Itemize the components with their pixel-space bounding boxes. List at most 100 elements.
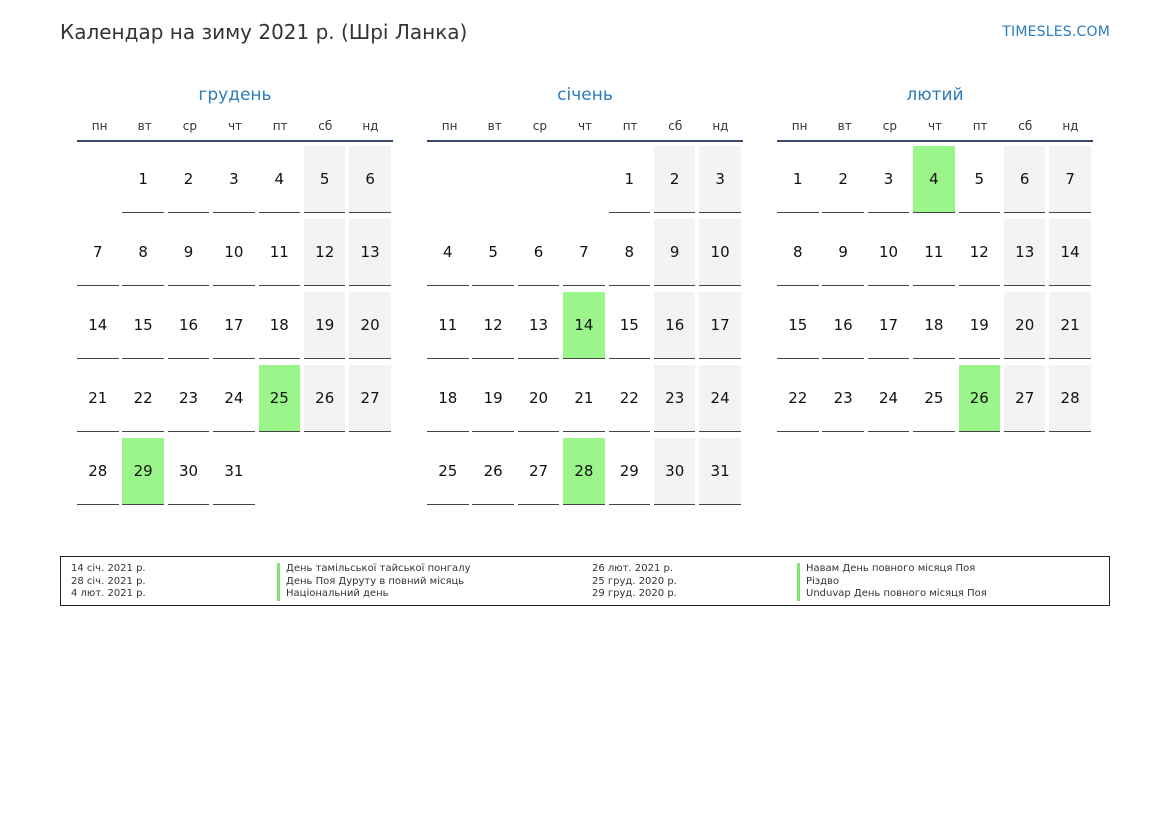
day-cell: 24 [867, 365, 910, 432]
day-cell: 21 [77, 365, 119, 432]
day-cell: 16 [653, 292, 696, 359]
day-cell: 16 [167, 292, 210, 359]
holiday-legend: 14 січ. 2021 р. 28 січ. 2021 р. 4 лют. 2… [60, 556, 1110, 606]
weekday-label: сб [318, 119, 333, 133]
legend-names-right: Навам День повного місяця Поя Різдво Und… [797, 563, 987, 601]
day-cell: 20 [517, 365, 560, 432]
day-cell: 15 [777, 292, 819, 359]
weekday-label: пт [972, 119, 988, 133]
day-cell: 14 [1049, 219, 1091, 286]
day-cell: 26 [303, 365, 346, 432]
site-link[interactable]: TIMESLES.COM [1002, 24, 1110, 40]
day-cell: 13 [517, 292, 560, 359]
day-cell: 17 [213, 292, 255, 359]
day-cell-holiday: 28 [563, 438, 605, 505]
day-cell: 13 [1003, 219, 1046, 286]
day-cell: 29 [608, 438, 651, 505]
legend-date: 25 груд. 2020 р. [592, 575, 677, 587]
day-cell: 6 [349, 146, 391, 213]
legend-date: 29 груд. 2020 р. [592, 588, 677, 599]
weekday-label: ср [882, 119, 897, 133]
weekday-label: ср [532, 119, 547, 133]
weekday-label: нд [362, 119, 379, 133]
weekday-label: пт [272, 119, 288, 133]
weekday-label: пн [791, 119, 808, 133]
weekday-label: сб [1018, 119, 1033, 133]
day-cell: 19 [303, 292, 346, 359]
weekday-label: пн [441, 119, 458, 133]
day-cell: 18 [427, 365, 469, 432]
day-cell-empty [427, 146, 469, 213]
day-cell: 9 [653, 219, 696, 286]
legend-date: 28 січ. 2021 р. [71, 575, 146, 587]
weekday-label: вт [137, 119, 152, 133]
month-title: січень [557, 85, 613, 105]
day-cell: 21 [563, 365, 605, 432]
legend-dates-right: 26 лют. 2021 р. 25 груд. 2020 р. 29 груд… [592, 563, 677, 601]
day-cell: 25 [427, 438, 469, 505]
weekday-header: пн вт ср чт пт сб нд [777, 118, 1093, 142]
day-grid: 1 2 3 4 5 6 7 8 9 10 11 12 13 14 15 16 17 18 19 20 21 22 23 24 2… [427, 146, 743, 511]
day-cell: 14 [77, 292, 119, 359]
day-cell: 24 [699, 365, 741, 432]
day-cell: 11 [258, 219, 301, 286]
day-cell: 27 [1003, 365, 1046, 432]
day-cell: 23 [653, 365, 696, 432]
day-cell: 28 [1049, 365, 1091, 432]
day-cell: 10 [867, 219, 910, 286]
day-cell: 12 [958, 219, 1001, 286]
month-december: грудень пн вт ср чт пт сб нд 1 2 3 4 5 6 7 8 9 10 11 12 13… [77, 84, 393, 511]
weekday-label: пт [622, 119, 638, 133]
day-cell: 2 [653, 146, 696, 213]
day-cell-holiday: 14 [563, 292, 605, 359]
day-cell: 16 [822, 292, 864, 359]
day-cell: 12 [303, 219, 346, 286]
day-cell: 1 [777, 146, 819, 213]
legend-holiday-name: Unduvap День повного місяця Поя [797, 588, 987, 601]
day-cell-empty [472, 146, 514, 213]
day-cell: 4 [427, 219, 469, 286]
day-cell: 10 [699, 219, 741, 286]
day-cell: 6 [1003, 146, 1046, 213]
weekday-label: сб [668, 119, 683, 133]
day-cell: 11 [913, 219, 955, 286]
page-title: Календар на зиму 2021 р. (Шрі Ланка) [60, 20, 468, 44]
day-cell: 30 [653, 438, 696, 505]
day-cell: 2 [167, 146, 210, 213]
day-cell: 3 [213, 146, 255, 213]
day-cell: 23 [822, 365, 864, 432]
day-cell: 1 [122, 146, 164, 213]
month-february: лютий пн вт ср чт пт сб нд 1 2 3 4 5 6 7 8 9 10 11 12 13 14… [777, 84, 1093, 438]
legend-dates-left: 14 січ. 2021 р. 28 січ. 2021 р. 4 лют. 2… [71, 563, 146, 601]
day-cell: 7 [77, 219, 119, 286]
day-cell: 20 [349, 292, 391, 359]
weekday-label: нд [1062, 119, 1079, 133]
legend-date: 14 січ. 2021 р. [71, 563, 146, 574]
day-cell: 21 [1049, 292, 1091, 359]
legend-date: 26 лют. 2021 р. [592, 563, 674, 574]
month-title: грудень [198, 85, 272, 105]
weekday-label: нд [712, 119, 729, 133]
day-cell: 30 [167, 438, 210, 505]
day-cell: 9 [167, 219, 210, 286]
day-cell: 22 [122, 365, 164, 432]
day-cell: 18 [258, 292, 301, 359]
weekday-label: вт [487, 119, 502, 133]
day-cell: 3 [867, 146, 910, 213]
weekday-label: чт [227, 119, 243, 133]
weekday-header: пн вт ср чт пт сб нд [427, 118, 743, 142]
day-cell: 27 [517, 438, 560, 505]
day-grid: 1 2 3 4 5 6 7 8 9 10 11 12 13 14 15 16 17 18 19 20 21 22 23 24 2… [777, 146, 1093, 438]
day-cell: 20 [1003, 292, 1046, 359]
day-cell-holiday: 4 [913, 146, 955, 213]
weekday-label: чт [577, 119, 593, 133]
day-cell-holiday: 26 [958, 365, 1001, 432]
month-january: січень пн вт ср чт пт сб нд 1 2 3 4 5 6 7 8 9 10 11 12 13 1… [427, 84, 743, 511]
day-cell: 4 [258, 146, 301, 213]
day-cell: 24 [213, 365, 255, 432]
day-cell: 5 [958, 146, 1001, 213]
day-cell: 2 [822, 146, 864, 213]
legend-holiday-name: Національний день [277, 588, 471, 601]
day-cell: 6 [517, 219, 560, 286]
day-cell-holiday: 29 [122, 438, 164, 505]
